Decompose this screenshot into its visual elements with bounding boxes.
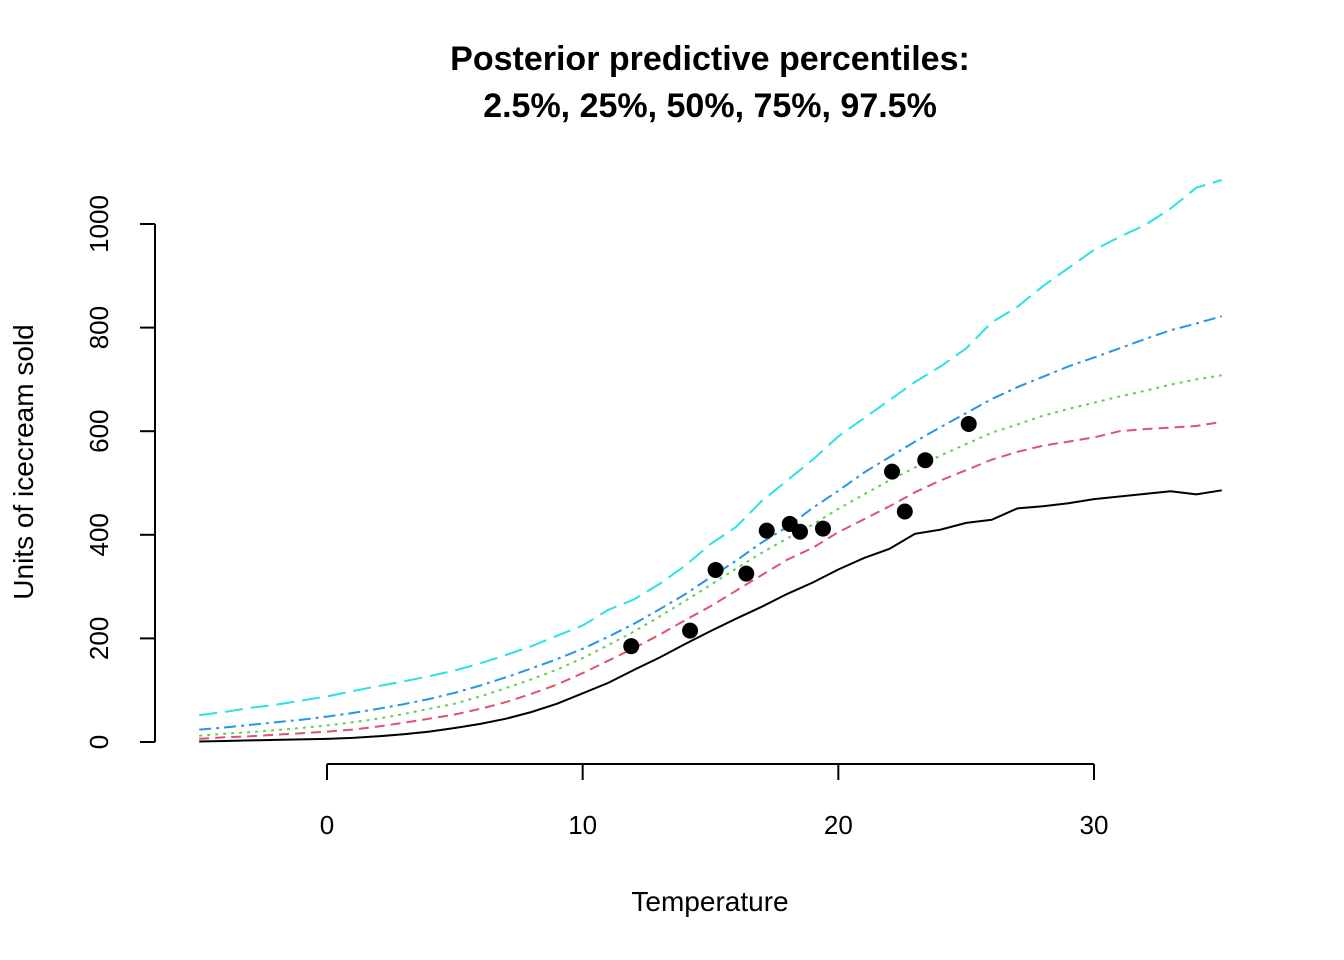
x-tick-label-0: 0: [320, 810, 334, 840]
chart-title-line-1: Posterior predictive percentiles:: [450, 40, 970, 78]
data-point-2: [682, 622, 699, 639]
data-point-10: [896, 503, 913, 520]
data-point-7: [791, 523, 808, 540]
series-line-50pct: [199, 374, 1222, 737]
y-tick-label-200: 200: [84, 617, 114, 660]
data-point-11: [917, 452, 934, 469]
x-axis: 0 10 20 30: [320, 763, 1109, 840]
series-line-75pct: [199, 315, 1223, 731]
y-tick-label-800: 800: [84, 306, 114, 349]
data-point-8: [814, 520, 831, 537]
series-line-97-5pct: [199, 179, 1223, 717]
series-line-2-5pct: [199, 489, 1222, 743]
series-lines: [199, 179, 1223, 743]
data-point-3: [707, 562, 724, 579]
x-axis-label: Temperature: [631, 886, 788, 917]
x-tick-label-20: 20: [824, 810, 853, 840]
data-point-1: [623, 638, 640, 655]
y-axis: 0 200 400 600 800 1000: [84, 195, 156, 749]
y-tick-label-1000: 1000: [84, 195, 114, 253]
x-tick-label-10: 10: [568, 810, 597, 840]
series-line-25pct: [199, 420, 1222, 740]
y-tick-label-0: 0: [84, 735, 114, 749]
observed-points: [623, 415, 977, 655]
chart-title-line-2: 2.5%, 25%, 50%, 75%, 97.5%: [483, 87, 937, 125]
data-point-5: [758, 522, 775, 539]
x-tick-label-30: 30: [1080, 810, 1109, 840]
y-tick-label-600: 600: [84, 410, 114, 453]
data-point-12: [960, 415, 977, 432]
data-point-9: [884, 463, 901, 480]
y-axis-label: Units of icecream sold: [8, 324, 39, 599]
data-point-4: [738, 565, 755, 582]
y-tick-label-400: 400: [84, 513, 114, 556]
